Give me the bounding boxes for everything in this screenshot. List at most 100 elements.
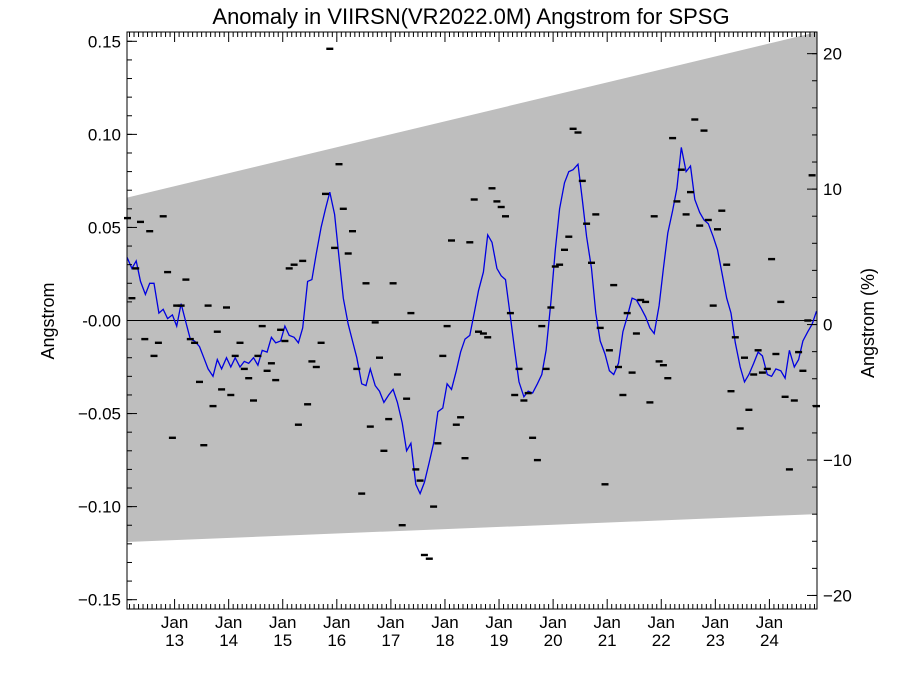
monthly-anomaly-point: [191, 341, 199, 344]
x-tick-label-year: 22: [652, 631, 671, 650]
monthly-anomaly-point: [443, 324, 451, 328]
monthly-anomaly-point: [335, 163, 343, 166]
monthly-anomaly-point: [294, 423, 302, 426]
monthly-anomaly-point: [529, 436, 537, 439]
monthly-anomaly-point: [596, 326, 604, 330]
monthly-anomaly-point: [168, 436, 176, 439]
monthly-anomaly-point: [227, 393, 235, 397]
monthly-anomaly-point: [231, 354, 239, 358]
monthly-anomaly-point: [714, 228, 721, 231]
monthly-anomaly-point: [637, 298, 645, 302]
monthly-anomaly-point: [420, 553, 428, 557]
monthly-anomaly-point: [718, 209, 726, 212]
monthly-anomaly-point: [407, 311, 415, 315]
monthly-anomaly-point: [344, 252, 352, 255]
y-axis-label-right: Angstrom (%): [858, 268, 878, 378]
y-tick-label-left: 0.05: [88, 218, 121, 237]
monthly-anomaly-point: [393, 373, 401, 376]
monthly-anomaly-point: [434, 442, 442, 445]
monthly-anomaly-point: [412, 468, 420, 471]
monthly-anomaly-point: [177, 304, 185, 307]
monthly-anomaly-point: [574, 131, 582, 134]
monthly-anomaly-point: [808, 174, 816, 177]
monthly-anomaly-point: [484, 336, 492, 339]
monthly-anomaly-point: [565, 235, 573, 238]
monthly-anomaly-point: [290, 263, 298, 266]
monthly-anomaly-point: [768, 257, 776, 261]
monthly-anomaly-point: [466, 241, 474, 244]
monthly-anomaly-point: [785, 468, 793, 471]
x-tick-label-year: 13: [165, 631, 184, 650]
monthly-anomaly-point: [322, 192, 329, 196]
monthly-anomaly-point: [366, 425, 374, 428]
monthly-anomaly-point: [497, 205, 505, 209]
monthly-anomaly-point: [182, 278, 190, 281]
monthly-anomaly-point: [628, 371, 636, 374]
x-tick-label-month: Jan: [756, 613, 783, 632]
y-tick-label-right: 20: [823, 45, 842, 64]
monthly-anomaly-point: [240, 367, 248, 371]
x-tick-label-month: Jan: [377, 613, 404, 632]
x-tick-label-year: 20: [544, 631, 563, 650]
x-tick-label-year: 15: [273, 631, 292, 650]
x-tick-label-month: Jan: [269, 613, 296, 632]
monthly-anomaly-point: [209, 404, 217, 408]
monthly-anomaly-point: [515, 367, 523, 371]
y-tick-label-right: −10: [823, 451, 852, 470]
monthly-anomaly-point: [736, 427, 744, 430]
x-tick-label-year: 18: [436, 631, 455, 650]
x-tick-label-month: Jan: [485, 613, 512, 632]
monthly-anomaly-point: [299, 259, 307, 263]
monthly-anomaly-point: [493, 200, 501, 203]
monthly-anomaly-point: [696, 224, 704, 227]
monthly-anomaly-point: [461, 457, 469, 460]
y-tick-label-right: 0: [823, 316, 832, 335]
monthly-anomaly-point: [799, 369, 807, 372]
monthly-anomaly-point: [533, 458, 541, 462]
monthly-anomaly-point: [506, 311, 514, 315]
y-tick-label-left: 0.15: [88, 32, 121, 51]
monthly-anomaly-point: [213, 330, 221, 333]
monthly-anomaly-point: [186, 337, 194, 341]
monthly-anomaly-point: [339, 207, 347, 210]
monthly-anomaly-point: [700, 129, 708, 132]
x-tick-label-month: Jan: [648, 613, 675, 632]
monthly-anomaly-point: [727, 390, 735, 393]
monthly-anomaly-point: [763, 367, 771, 371]
x-tick-label-month: Jan: [323, 613, 350, 632]
monthly-anomaly-point: [385, 417, 393, 421]
monthly-anomaly-point: [754, 349, 762, 352]
monthly-anomaly-point: [502, 215, 509, 218]
monthly-anomaly-point: [173, 304, 181, 307]
monthly-anomaly-point: [790, 399, 798, 402]
x-tick-label-month: Jan: [539, 613, 566, 632]
monthly-anomaly-point: [353, 367, 361, 371]
monthly-anomaly-point: [601, 483, 609, 486]
monthly-anomaly-point: [376, 356, 383, 359]
x-tick-label-year: 16: [327, 631, 346, 650]
monthly-anomaly-point: [745, 408, 753, 411]
monthly-anomaly-point: [682, 213, 690, 216]
monthly-anomaly-point: [488, 187, 496, 190]
x-tick-label-year: 21: [598, 631, 617, 650]
y-tick-label-left: 0.10: [88, 125, 121, 144]
monthly-anomaly-point: [583, 222, 591, 225]
monthly-anomaly-point: [285, 267, 293, 270]
monthly-anomaly-point: [141, 337, 149, 341]
monthly-anomaly-point: [758, 371, 766, 374]
monthly-anomaly-point: [542, 367, 550, 371]
monthly-anomaly-point: [331, 246, 339, 250]
monthly-anomaly-point: [425, 557, 433, 560]
x-tick-label-month: Jan: [702, 613, 729, 632]
monthly-anomaly-point: [479, 332, 487, 335]
monthly-anomaly-point: [452, 423, 460, 426]
monthly-anomaly-point: [267, 362, 275, 365]
monthly-anomaly-point: [430, 505, 438, 508]
monthly-anomaly-point: [750, 373, 758, 376]
monthly-anomaly-point: [254, 354, 262, 358]
monthly-anomaly-point: [687, 190, 694, 194]
monthly-anomaly-point: [704, 218, 712, 222]
monthly-anomaly-point: [258, 324, 266, 328]
monthly-anomaly-point: [200, 444, 208, 447]
